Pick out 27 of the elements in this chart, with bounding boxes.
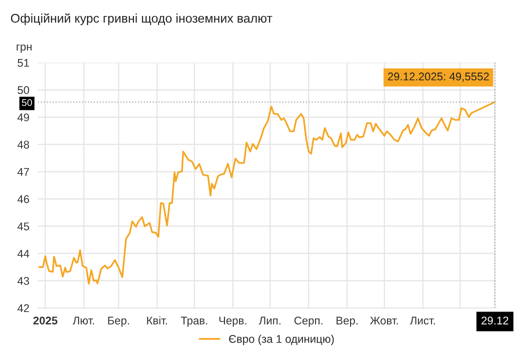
y-axis-title: грн [16,44,32,53]
y-tick-label: 48 [17,140,30,149]
x-tick-label: Серп. [294,316,322,327]
annotation: 29.12.2025: 49,5552 [388,72,489,82]
x-tick-label: Бер. [108,316,129,327]
y-tick-label: 46 [17,195,30,204]
y-tick-label: 49 [17,113,30,122]
x-tick-label: Вер. [336,316,358,327]
y-tick-label: 44 [17,250,30,258]
line-series [38,101,496,285]
x-tick-label: Лют. [72,316,94,324]
x-tick-label: Жовт. [370,316,398,324]
y-tick-label: 45 [17,222,30,230]
legend-label: Євро (за 1 одиницю) [229,334,334,346]
x-tick-label: Черв. [219,316,246,327]
y-tick-label: 43 [17,277,30,285]
y-tick-label: 47 [17,168,29,176]
x-tick-label: 29.12 [482,316,508,324]
x-tick-label: 2025 [33,316,58,324]
y-tick-label: 51 [18,59,30,67]
chart-title: Офіційний курс гривні щодо іноземних валют [10,13,272,26]
x-tick-label: Лист. [410,316,435,324]
x-tick-label: Трав. [180,316,208,327]
x-tick-label: Квіт. [147,316,167,324]
y-tick-label: 42 [17,304,29,312]
x-tick-label: Лип. [258,316,280,324]
y-tick-label: 50 [18,86,30,94]
